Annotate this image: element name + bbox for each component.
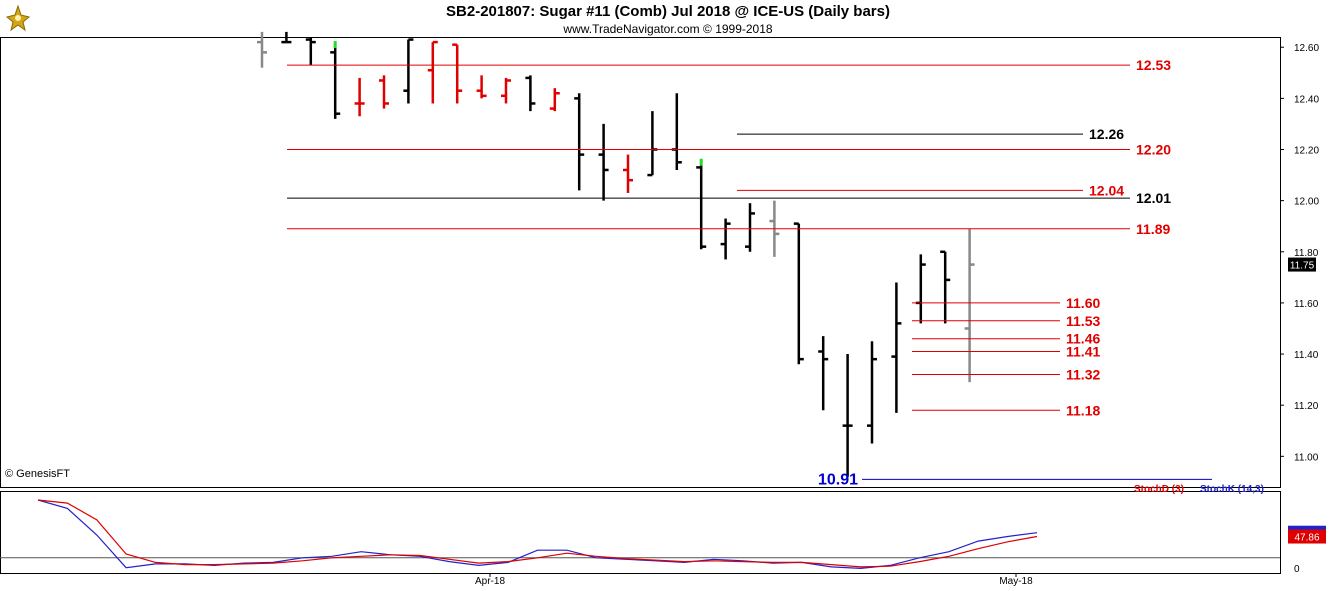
level-label: 11.18: [1066, 402, 1100, 418]
level-label: 11.53: [1066, 313, 1100, 329]
level-label: 11.60: [1066, 295, 1100, 311]
stoch-panel-frame: [0, 491, 1281, 574]
stoch-y-tick-label: 0: [1294, 564, 1300, 575]
x-axis-tick-label: Apr-18: [475, 576, 505, 587]
level-label: 11.32: [1066, 367, 1100, 383]
price-y-tick-label: 11.40: [1294, 350, 1319, 361]
legend-stochk: StochK (14,3): [1200, 484, 1264, 495]
legend-stochd: StochD (3): [1134, 484, 1184, 495]
level-label: 11.41: [1066, 343, 1100, 359]
price-y-tick-label: 11.20: [1294, 401, 1319, 412]
stoch-last-value-label: 47.86: [1294, 533, 1319, 544]
level-label: 11.46: [1066, 331, 1100, 347]
last-price-label: 11.75: [1290, 261, 1315, 272]
trade-navigator-logo-icon: [5, 4, 31, 32]
price-y-tick-label: 11.80: [1294, 248, 1319, 259]
chart-title: SB2-201807: Sugar #11 (Comb) Jul 2018 @ …: [446, 3, 890, 20]
level-label: 12.04: [1089, 182, 1124, 198]
level-label: 12.20: [1136, 142, 1171, 158]
level-label: 12.26: [1089, 126, 1124, 142]
stoch-last-value-box: [1288, 529, 1326, 544]
price-y-tick-label: 12.40: [1294, 94, 1319, 105]
level-label: 10.91: [818, 471, 858, 488]
level-label: 11.89: [1136, 221, 1170, 237]
price-y-tick-label: 11.60: [1294, 299, 1319, 310]
level-label: 12.53: [1136, 57, 1171, 73]
price-y-tick-label: 11.00: [1294, 452, 1319, 463]
last-price-box: [1288, 257, 1316, 272]
price-y-tick-label: 12.60: [1294, 43, 1319, 54]
level-label: 12.01: [1136, 190, 1171, 206]
stoch-series-line: [37, 499, 1038, 568]
chart-subtitle: www.TradeNavigator.com © 1999-2018: [563, 22, 773, 36]
price-y-tick-label: 12.20: [1294, 146, 1319, 157]
data-credit: © GenesisFT: [5, 468, 70, 480]
price-panel-frame: [0, 37, 1281, 488]
x-axis-tick-label: May-18: [999, 576, 1033, 587]
price-y-tick-label: 12.00: [1294, 197, 1319, 208]
